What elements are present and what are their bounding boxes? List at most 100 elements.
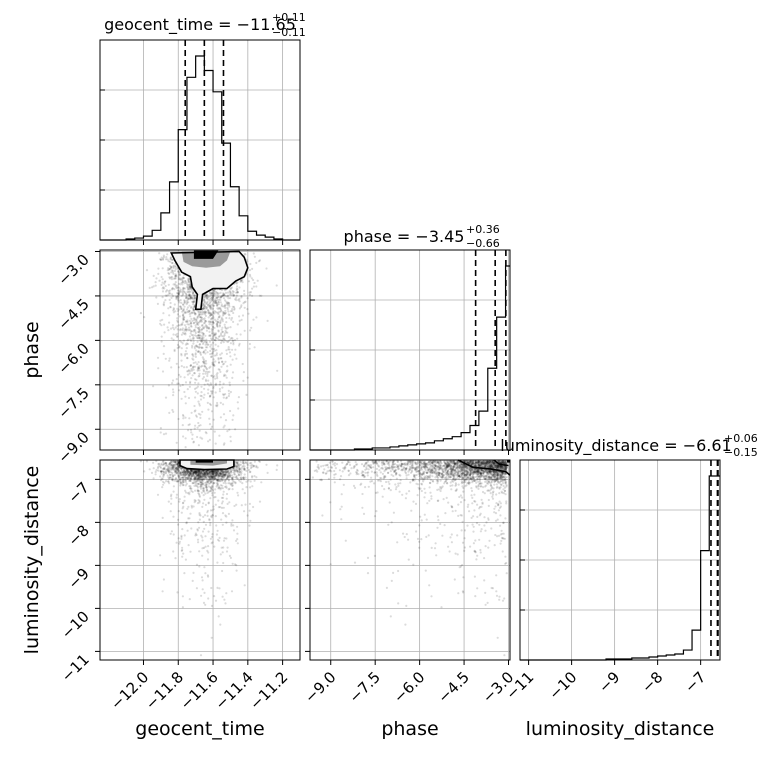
scatter-point — [183, 499, 186, 502]
scatter-point — [250, 466, 253, 469]
scatter-point — [191, 307, 194, 310]
scatter-point — [223, 292, 226, 295]
scatter-point — [231, 292, 234, 295]
scatter-point — [196, 340, 199, 343]
scatter-point — [201, 308, 204, 311]
scatter-point — [211, 352, 214, 355]
scatter-point — [247, 479, 250, 482]
scatter-point — [157, 272, 160, 275]
scatter-point — [203, 514, 207, 517]
scatter-point — [189, 550, 192, 553]
scatter-point — [219, 307, 222, 310]
scatter-point — [228, 482, 231, 485]
scatter-point — [216, 304, 219, 307]
scatter-point — [167, 260, 170, 263]
scatter-point — [187, 287, 190, 290]
scatter-point — [187, 423, 190, 427]
scatter-point — [225, 396, 229, 399]
scatter-point — [203, 319, 206, 322]
scatter-point — [216, 324, 219, 327]
scatter-point — [182, 287, 185, 290]
scatter-point — [200, 576, 204, 579]
scatter-point — [174, 277, 177, 280]
scatter-point — [231, 484, 234, 488]
scatter-point — [184, 343, 187, 346]
scatter-point — [172, 311, 175, 314]
scatter-point — [193, 319, 196, 322]
scatter-point — [205, 470, 208, 474]
scatter-point — [182, 287, 185, 290]
scatter-point — [209, 306, 212, 309]
scatter-point — [240, 279, 243, 282]
scatter-point — [187, 396, 191, 400]
scatter-point — [207, 326, 210, 329]
scatter-point — [222, 413, 226, 416]
scatter-point — [230, 316, 234, 320]
scatter-point — [227, 512, 230, 516]
scatter-point — [178, 389, 181, 392]
scatter-point — [165, 256, 168, 259]
scatter-point — [190, 322, 193, 325]
scatter-point — [224, 303, 227, 306]
scatter-point — [198, 312, 201, 315]
scatter-point — [192, 365, 195, 368]
scatter-point — [179, 324, 182, 327]
scatter-point — [179, 375, 182, 378]
scatter-point — [182, 286, 185, 289]
scatter-point — [185, 296, 189, 299]
scatter-point — [171, 324, 174, 327]
scatter-point — [230, 590, 234, 593]
scatter-point — [231, 376, 234, 379]
scatter-point — [224, 360, 227, 363]
scatter-point — [217, 506, 220, 509]
scatter-point — [228, 303, 231, 306]
scatter-point — [199, 319, 202, 322]
scatter-point — [235, 294, 238, 297]
scatter-point — [218, 368, 221, 371]
scatter-point — [201, 307, 204, 310]
scatter-point — [209, 321, 212, 324]
scatter-point — [212, 297, 215, 300]
scatter-point — [210, 317, 213, 320]
scatter-point — [187, 370, 190, 373]
scatter-point — [170, 269, 173, 272]
scatter-point — [248, 342, 251, 346]
scatter-point — [214, 298, 217, 301]
scatter-point — [167, 283, 170, 286]
scatter-point — [212, 363, 215, 366]
scatter-point — [231, 305, 234, 308]
scatter-point — [189, 338, 192, 341]
scatter-point — [233, 353, 236, 356]
scatter-point — [218, 310, 222, 313]
scatter-point — [175, 477, 178, 480]
scatter-point — [178, 315, 181, 318]
scatter-point — [174, 273, 177, 276]
scatter-point — [193, 312, 196, 315]
scatter-point — [192, 322, 195, 325]
scatter-point — [225, 300, 228, 303]
scatter-point — [222, 310, 225, 314]
scatter-point — [169, 258, 172, 261]
scatter-point — [202, 318, 205, 321]
scatter-point — [189, 364, 192, 367]
scatter-point — [186, 298, 189, 301]
scatter-point — [204, 324, 207, 327]
scatter-point — [234, 428, 237, 431]
scatter-point — [213, 312, 216, 315]
scatter-point — [192, 340, 195, 343]
scatter-point — [168, 291, 171, 295]
scatter-point — [217, 329, 220, 332]
scatter-point — [201, 547, 204, 550]
scatter-point — [208, 518, 211, 521]
scatter-point — [227, 335, 231, 339]
scatter-point — [184, 332, 187, 335]
scatter-point — [167, 500, 170, 503]
scatter-point — [217, 615, 220, 618]
scatter-point — [206, 509, 209, 512]
scatter-point — [227, 302, 230, 305]
scatter-point — [210, 329, 214, 332]
scatter-point — [215, 337, 218, 340]
scatter-point — [192, 342, 195, 345]
scatter-point — [159, 465, 162, 468]
scatter-point — [201, 310, 204, 313]
